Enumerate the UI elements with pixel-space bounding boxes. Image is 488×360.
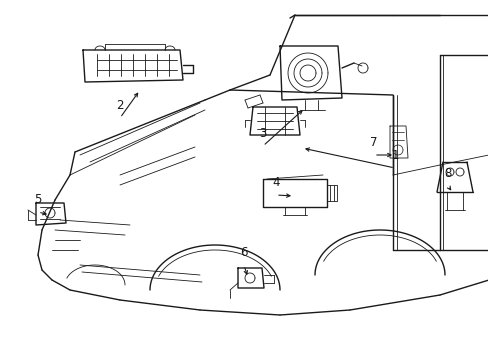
Text: 5: 5 [34,193,41,206]
Text: 8: 8 [444,167,451,180]
Text: 1: 1 [390,149,398,162]
Text: 6: 6 [240,246,247,259]
Text: 4: 4 [272,176,279,189]
Text: 3: 3 [259,127,266,140]
Text: 2: 2 [116,99,123,112]
Text: 7: 7 [369,136,377,149]
